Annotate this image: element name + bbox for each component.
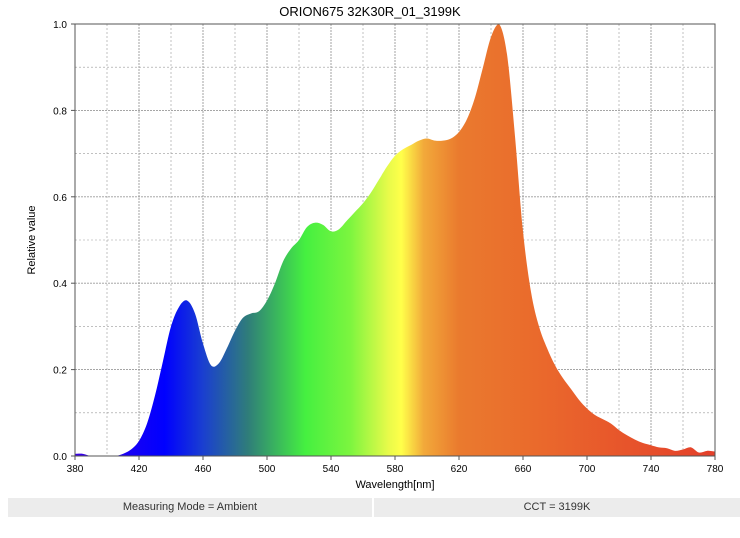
cct-label: CCT = 3199K xyxy=(523,501,591,513)
x-tick-label: 380 xyxy=(67,464,84,475)
x-tick-label: 580 xyxy=(387,464,404,475)
y-tick-label: 0.0 xyxy=(53,452,67,463)
x-tick-label: 700 xyxy=(579,464,596,475)
y-tick-label: 1.0 xyxy=(53,20,67,31)
y-tick-label: 0.2 xyxy=(53,366,67,377)
measuring-mode-label: Measuring Mode = Ambient xyxy=(122,501,258,513)
y-axis-label: Relative value xyxy=(26,205,38,274)
x-tick-label: 540 xyxy=(323,464,340,475)
spectrum-area xyxy=(75,24,715,456)
x-tick-label: 460 xyxy=(195,464,212,475)
x-tick-label: 420 xyxy=(131,464,148,475)
x-tick-label: 740 xyxy=(643,464,660,475)
y-axis-ticks: 0.0 0.2 0.4 0.6 0.8 1.0 xyxy=(53,20,75,463)
y-tick-label: 0.4 xyxy=(53,279,67,290)
x-axis-label: Wavelength[nm] xyxy=(355,479,434,491)
x-tick-label: 660 xyxy=(515,464,532,475)
status-bar: Measuring Mode = Ambient CCT = 3199K xyxy=(8,498,740,517)
y-tick-label: 0.6 xyxy=(53,193,67,204)
spectrum-chart: ORION675 32K30R_01_3199K 380 420 460 500 540… xyxy=(26,4,724,491)
x-tick-label: 780 xyxy=(707,464,724,475)
x-axis-ticks: 380 420 460 500 540 580 620 660 700 740 780 xyxy=(67,456,724,475)
y-tick-label: 0.8 xyxy=(53,106,67,117)
status-divider xyxy=(372,498,374,517)
x-tick-label: 500 xyxy=(259,464,276,475)
x-tick-label: 620 xyxy=(451,464,468,475)
chart-title: ORION675 32K30R_01_3199K xyxy=(279,4,461,19)
